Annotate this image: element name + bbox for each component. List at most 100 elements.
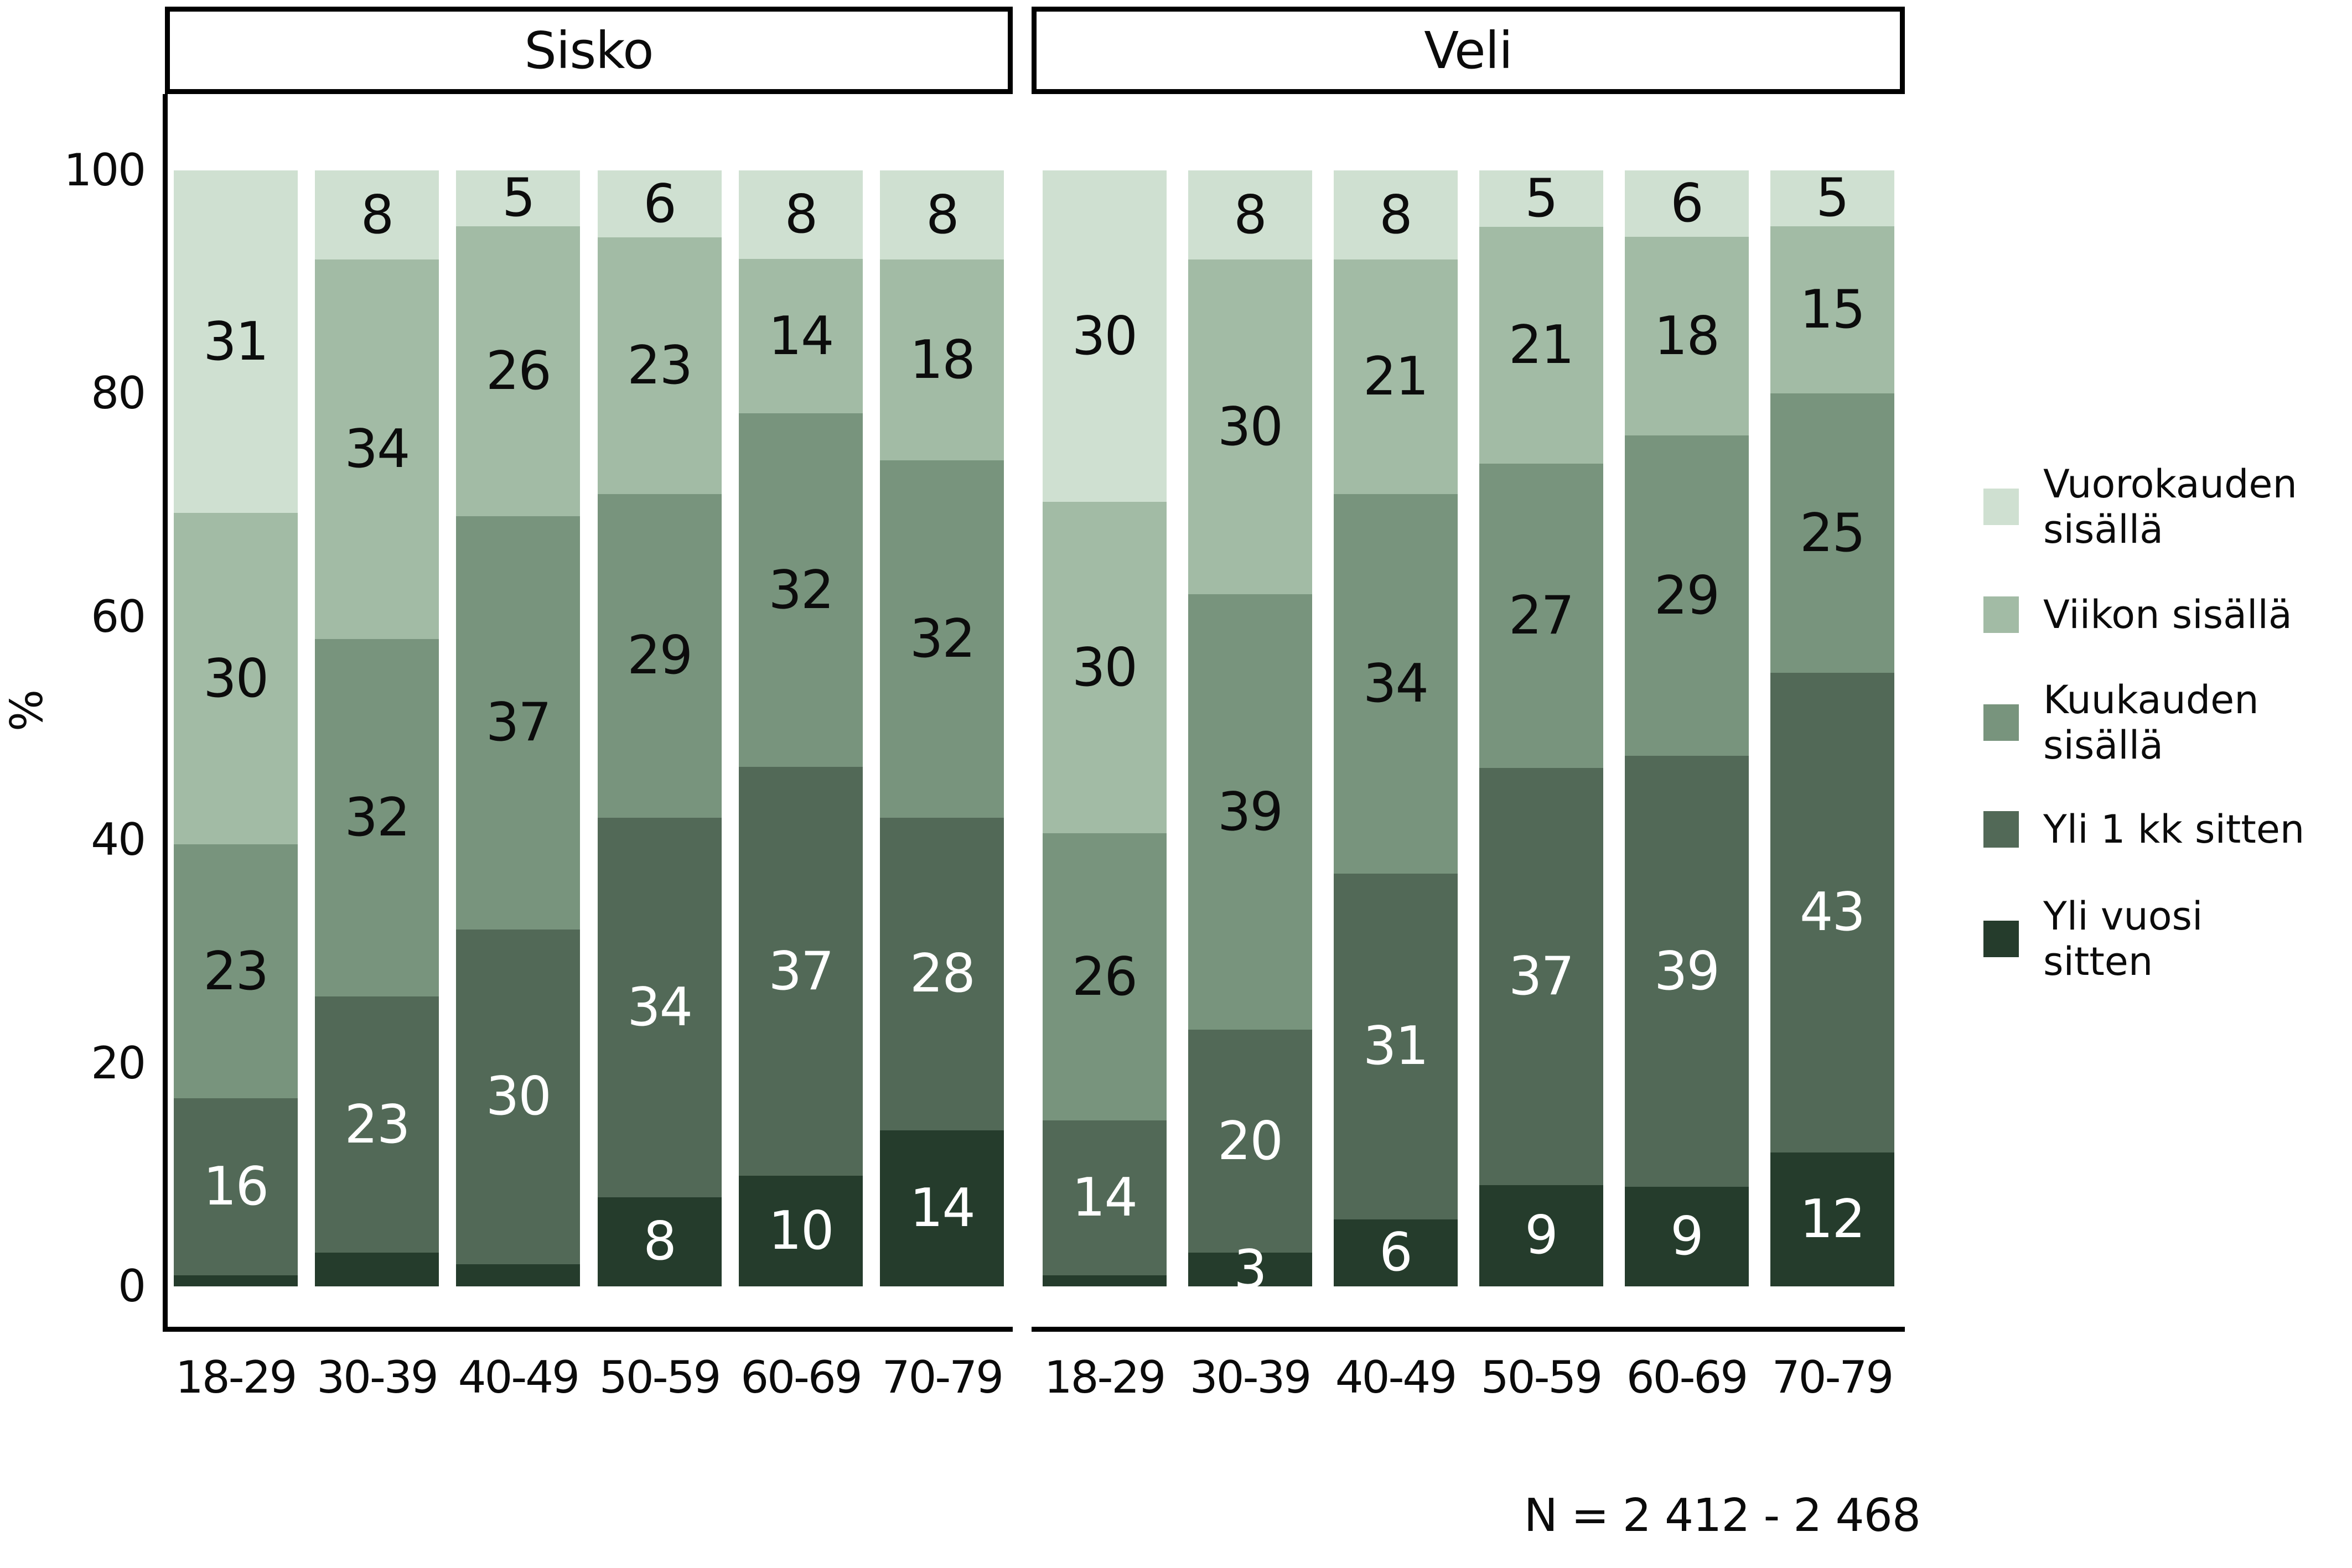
bar-segment bbox=[315, 1253, 439, 1286]
bar-segment: 34 bbox=[1333, 494, 1458, 874]
bar-segment-label: 8 bbox=[643, 1211, 676, 1273]
bar-segment-label: 14 bbox=[909, 1177, 976, 1239]
bar-segment: 9 bbox=[1479, 1185, 1603, 1286]
x-tick-label: 60-69 bbox=[740, 1352, 862, 1403]
bar-segment-label: 34 bbox=[1363, 653, 1429, 714]
bar-segment-label: 30 bbox=[1072, 305, 1138, 367]
bar-segment: 8 bbox=[315, 170, 439, 260]
bar-segment-label: 39 bbox=[1654, 941, 1720, 1002]
y-tick-label: 80 bbox=[91, 367, 146, 419]
bar-segment-label: 5 bbox=[1816, 168, 1849, 229]
bar-segment: 30 bbox=[456, 929, 581, 1264]
bar-segment: 10 bbox=[739, 1176, 863, 1286]
bar-segment: 5 bbox=[1770, 168, 1894, 229]
bar-segment-label: 8 bbox=[784, 184, 818, 245]
bar-segment: 6 bbox=[1333, 1219, 1458, 1286]
bar-segment: 16 bbox=[173, 1098, 298, 1275]
bar-segment-label: 27 bbox=[1509, 585, 1574, 646]
bar-sisko-70-79: 8 18 32 28 14 bbox=[880, 170, 1004, 1286]
x-tick-label: 70-79 bbox=[1771, 1352, 1894, 1403]
bar-segment: 26 bbox=[456, 226, 581, 517]
bar-segment: 14 bbox=[1042, 1120, 1167, 1275]
bar-segment-label: 9 bbox=[1525, 1205, 1558, 1266]
bar-segment-label: 16 bbox=[203, 1156, 269, 1218]
x-tick-label: 30-39 bbox=[1189, 1352, 1312, 1403]
facet-title: Veli bbox=[1424, 20, 1513, 80]
bar-segment-label: 23 bbox=[203, 941, 269, 1002]
bar-segment: 43 bbox=[1770, 672, 1894, 1152]
bar-segment: 32 bbox=[739, 413, 863, 767]
x-tick-label: 50-59 bbox=[599, 1352, 721, 1403]
bar-segment-label: 8 bbox=[1234, 184, 1267, 246]
bar-segment-label: 29 bbox=[1654, 565, 1720, 626]
bar-segment-label: 3 bbox=[1234, 1239, 1267, 1300]
y-tick-label: 100 bbox=[64, 144, 146, 196]
bar-segment-label: 37 bbox=[768, 941, 835, 1002]
bar-segment: 3 bbox=[1188, 1239, 1312, 1300]
bar-segment: 21 bbox=[1479, 226, 1603, 464]
x-tick-label: 30-39 bbox=[317, 1352, 438, 1403]
bar-segment: 32 bbox=[315, 639, 439, 996]
bar-segment-label: 29 bbox=[627, 625, 693, 687]
x-tick-label: 50-59 bbox=[1480, 1352, 1603, 1403]
legend-label: Yli vuosi sitten bbox=[2043, 894, 2203, 984]
bar-segment: 23 bbox=[597, 237, 722, 494]
bar-veli-70-79: 5 15 25 43 12 bbox=[1770, 168, 1894, 1286]
bar-veli-60-69: 6 18 29 39 9 bbox=[1624, 170, 1749, 1286]
legend-item: Yli 1 kk sitten bbox=[1983, 807, 2304, 852]
bar-segment-label: 9 bbox=[1670, 1206, 1703, 1268]
bar-segment: 34 bbox=[597, 817, 722, 1197]
bar-segment-label: 34 bbox=[627, 977, 693, 1038]
bar-segment-label: 32 bbox=[344, 787, 411, 848]
bar-segment: 34 bbox=[315, 259, 439, 640]
bar-segment: 30 bbox=[1042, 502, 1167, 834]
legend-swatch bbox=[1983, 596, 2019, 633]
x-tick-label: 70-79 bbox=[882, 1352, 1004, 1403]
bar-segment: 20 bbox=[1188, 1030, 1312, 1253]
facet-title: Sisko bbox=[524, 20, 654, 80]
bar-sisko-40-49: 5 26 37 30 bbox=[456, 168, 581, 1286]
bar-segment: 8 bbox=[739, 170, 863, 259]
bar-segment-label: 18 bbox=[1654, 305, 1720, 367]
bar-segment: 31 bbox=[1333, 873, 1458, 1219]
x-tick-label: 60-69 bbox=[1626, 1352, 1748, 1403]
legend-label: Vuorokauden sisällä bbox=[2043, 461, 2297, 552]
y-axis-line bbox=[163, 94, 168, 1332]
legend-swatch bbox=[1983, 489, 2019, 525]
x-tick-label: 18-29 bbox=[1044, 1352, 1166, 1403]
bar-segment-label: 39 bbox=[1218, 781, 1283, 843]
bar-segment: 23 bbox=[315, 996, 439, 1253]
y-tick-label: 0 bbox=[118, 1260, 146, 1312]
bar-segment-label: 37 bbox=[485, 692, 552, 754]
bar-segment-label: 18 bbox=[909, 329, 976, 391]
bar-sisko-50-59: 6 23 29 34 8 bbox=[597, 170, 722, 1286]
bar-segment-label: 6 bbox=[1379, 1222, 1412, 1284]
y-tick-label: 20 bbox=[91, 1037, 146, 1089]
bar-segment: 30 bbox=[173, 513, 298, 845]
bar-segment: 37 bbox=[456, 516, 581, 930]
bar-segment-label: 32 bbox=[909, 609, 976, 670]
bar-segment: 28 bbox=[880, 817, 1004, 1130]
x-axis-line bbox=[165, 1327, 1013, 1332]
x-axis-line bbox=[1032, 1327, 1905, 1332]
bar-segment-label: 31 bbox=[1363, 1016, 1429, 1077]
y-axis-title: % bbox=[1, 689, 53, 732]
bar-segment: 29 bbox=[1624, 435, 1749, 756]
bar-segment-label: 20 bbox=[1218, 1110, 1283, 1172]
bar-segment-label: 30 bbox=[203, 648, 269, 709]
x-tick-label: 40-49 bbox=[458, 1352, 580, 1403]
bar-segment-label: 30 bbox=[1072, 637, 1138, 698]
bar-segment-label: 23 bbox=[627, 335, 693, 396]
bar-segment-label: 23 bbox=[344, 1094, 411, 1155]
facet-strip-sisko: Sisko bbox=[165, 7, 1013, 94]
legend-item: Viikon sisällä bbox=[1983, 592, 2292, 637]
bar-segment-label: 37 bbox=[1509, 946, 1574, 1007]
bar-segment-label: 5 bbox=[502, 168, 535, 229]
bar-segment: 21 bbox=[1333, 259, 1458, 494]
bar-segment-label: 26 bbox=[485, 341, 552, 402]
bar-segment: 9 bbox=[1624, 1187, 1749, 1286]
bar-segment: 30 bbox=[1042, 170, 1167, 502]
bar-segment: 31 bbox=[173, 170, 298, 513]
bar-segment-label: 5 bbox=[1525, 168, 1558, 229]
bar-segment-label: 26 bbox=[1072, 946, 1138, 1008]
